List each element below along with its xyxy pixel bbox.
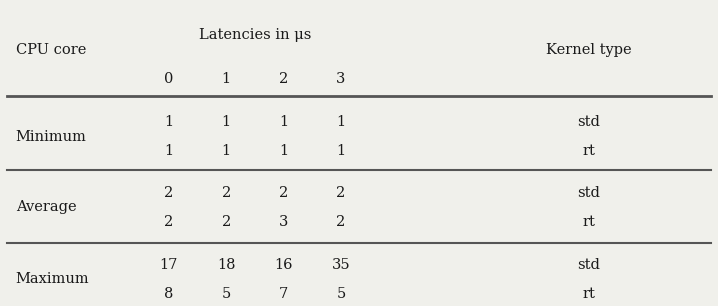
Text: rt: rt	[582, 215, 595, 229]
Text: 2: 2	[337, 215, 345, 229]
Text: rt: rt	[582, 287, 595, 301]
Text: 1: 1	[337, 115, 345, 129]
Text: 1: 1	[222, 144, 230, 159]
Text: 1: 1	[222, 72, 230, 86]
Text: 0: 0	[164, 72, 174, 86]
Text: std: std	[577, 115, 600, 129]
Text: Kernel type: Kernel type	[546, 43, 632, 57]
Text: 2: 2	[337, 186, 345, 200]
Text: 17: 17	[159, 258, 178, 272]
Text: 3: 3	[336, 72, 346, 86]
Text: 2: 2	[279, 186, 288, 200]
Text: std: std	[577, 258, 600, 272]
Text: 2: 2	[222, 215, 230, 229]
Text: 1: 1	[279, 144, 288, 159]
Text: 18: 18	[217, 258, 236, 272]
Text: CPU core: CPU core	[16, 43, 86, 57]
Text: 16: 16	[274, 258, 293, 272]
Text: 2: 2	[164, 215, 173, 229]
Text: 3: 3	[279, 215, 289, 229]
Text: rt: rt	[582, 144, 595, 159]
Text: 2: 2	[164, 186, 173, 200]
Text: 5: 5	[337, 287, 345, 301]
Text: Maximum: Maximum	[16, 272, 90, 286]
Text: 1: 1	[337, 144, 345, 159]
Text: std: std	[577, 186, 600, 200]
Text: 35: 35	[332, 258, 350, 272]
Text: 2: 2	[222, 186, 230, 200]
Text: Latencies in μs: Latencies in μs	[199, 28, 311, 42]
Text: 8: 8	[164, 287, 174, 301]
Text: Minimum: Minimum	[16, 130, 87, 144]
Text: Average: Average	[16, 200, 76, 214]
Text: 1: 1	[279, 115, 288, 129]
Text: 5: 5	[222, 287, 230, 301]
Text: 1: 1	[222, 115, 230, 129]
Text: 1: 1	[164, 144, 173, 159]
Text: 7: 7	[279, 287, 288, 301]
Text: 1: 1	[164, 115, 173, 129]
Text: 2: 2	[279, 72, 288, 86]
